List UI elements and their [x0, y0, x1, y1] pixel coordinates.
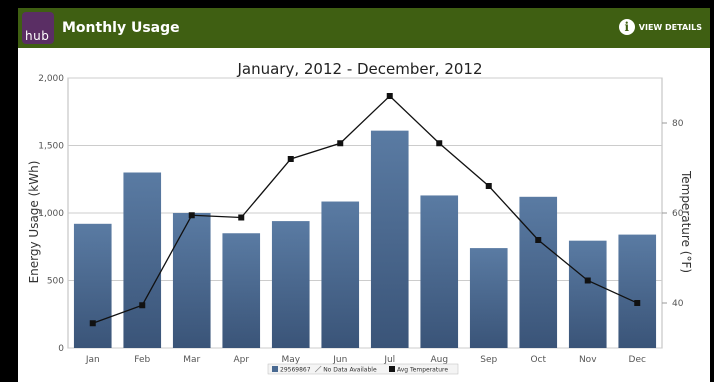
y2-tick-label: 60 [672, 209, 684, 219]
bar-aug [420, 195, 459, 348]
x-tick-label: Apr [233, 355, 249, 365]
view-details-button[interactable]: i VIEW DETAILS [618, 19, 702, 35]
temperature-point-jun [337, 140, 344, 147]
monthly-usage-panel: hub Monthly Usage i VIEW DETAILS January… [18, 8, 710, 382]
x-tick-label: Jan [85, 355, 100, 365]
y-axis-label: Energy Usage (kWh) [27, 161, 41, 284]
bar-dec [618, 234, 657, 348]
axis-ticks: 0 500 1,000 1,500 2,000 40 60 80 Jan Feb Mar Apr May… [38, 74, 683, 365]
legend-item-bars-swatch [272, 366, 278, 372]
info-icon: i [618, 19, 635, 35]
temperature-point-dec [634, 300, 641, 306]
x-tick-label: Nov [579, 355, 597, 365]
gridlines [67, 77, 663, 349]
bar-sep [469, 248, 508, 348]
temperature-point-may [287, 156, 294, 162]
bar-jan [73, 223, 112, 348]
x-tick-label: Dec [629, 355, 646, 365]
y2-tick-label: 40 [672, 299, 684, 309]
legend-box [267, 363, 459, 375]
temperature-point-nov [584, 277, 591, 284]
view-details-label: VIEW DETAILS [638, 22, 702, 32]
panel-title: Monthly Usage [62, 20, 180, 36]
bar-feb [123, 172, 162, 348]
logo-text: hub [25, 29, 50, 43]
x-tick-label: Jun [332, 355, 347, 365]
y-tick-label: 1,500 [38, 142, 64, 152]
bar-mar [172, 213, 211, 348]
legend-item-no-data-swatch [314, 365, 322, 373]
hub-logo: hub [22, 12, 54, 44]
bar-nov [568, 240, 607, 348]
x-tick-label: Jul [383, 355, 395, 365]
bars [73, 130, 657, 348]
legend-item-temperature-swatch [389, 366, 395, 372]
bar-jul [370, 130, 409, 348]
x-tick-label: Feb [134, 355, 150, 365]
temperature-point-apr [238, 214, 245, 221]
legend-item-temperature: Avg Temperature [397, 367, 448, 374]
bar-may [271, 221, 310, 348]
legend-item-bars: 29569867 [280, 367, 311, 374]
temperature-point-oct [535, 237, 542, 243]
temperature-point-mar [188, 212, 195, 219]
y2-axis-label: Temperature (°F) [679, 170, 693, 273]
temperature-point-jul [386, 93, 393, 99]
bar-jun [321, 201, 360, 348]
y-tick-label: 0 [58, 344, 64, 354]
bar-apr [222, 233, 261, 348]
panel-header: hub Monthly Usage i VIEW DETAILS [18, 8, 710, 48]
x-tick-label: Oct [530, 355, 546, 365]
legend-item-no-data: No Data Available [323, 367, 377, 374]
x-tick-label: May [281, 355, 300, 365]
y-tick-label: 1,000 [38, 209, 64, 219]
x-tick-label: Mar [183, 355, 200, 365]
y-tick-label: 500 [47, 277, 64, 287]
legend: 29569867 No Data Available Avg Temperature [267, 363, 459, 375]
y-tick-label: 2,000 [38, 74, 64, 84]
temperature-point-feb [139, 302, 146, 309]
temperature-line [89, 93, 641, 327]
x-tick-label: Sep [480, 355, 497, 365]
bar-oct [519, 196, 558, 348]
temperature-polyline [92, 95, 638, 324]
y2-tick-label: 80 [672, 119, 684, 129]
temperature-point-aug [436, 140, 443, 147]
x-tick-label: Aug [430, 355, 448, 365]
temperature-point-jan [89, 320, 96, 327]
usage-chart: January, 2012 - December, 2012 0 500 1,000… [27, 60, 693, 375]
temperature-point-sep [485, 183, 492, 189]
chart-title: January, 2012 - December, 2012 [236, 60, 482, 78]
